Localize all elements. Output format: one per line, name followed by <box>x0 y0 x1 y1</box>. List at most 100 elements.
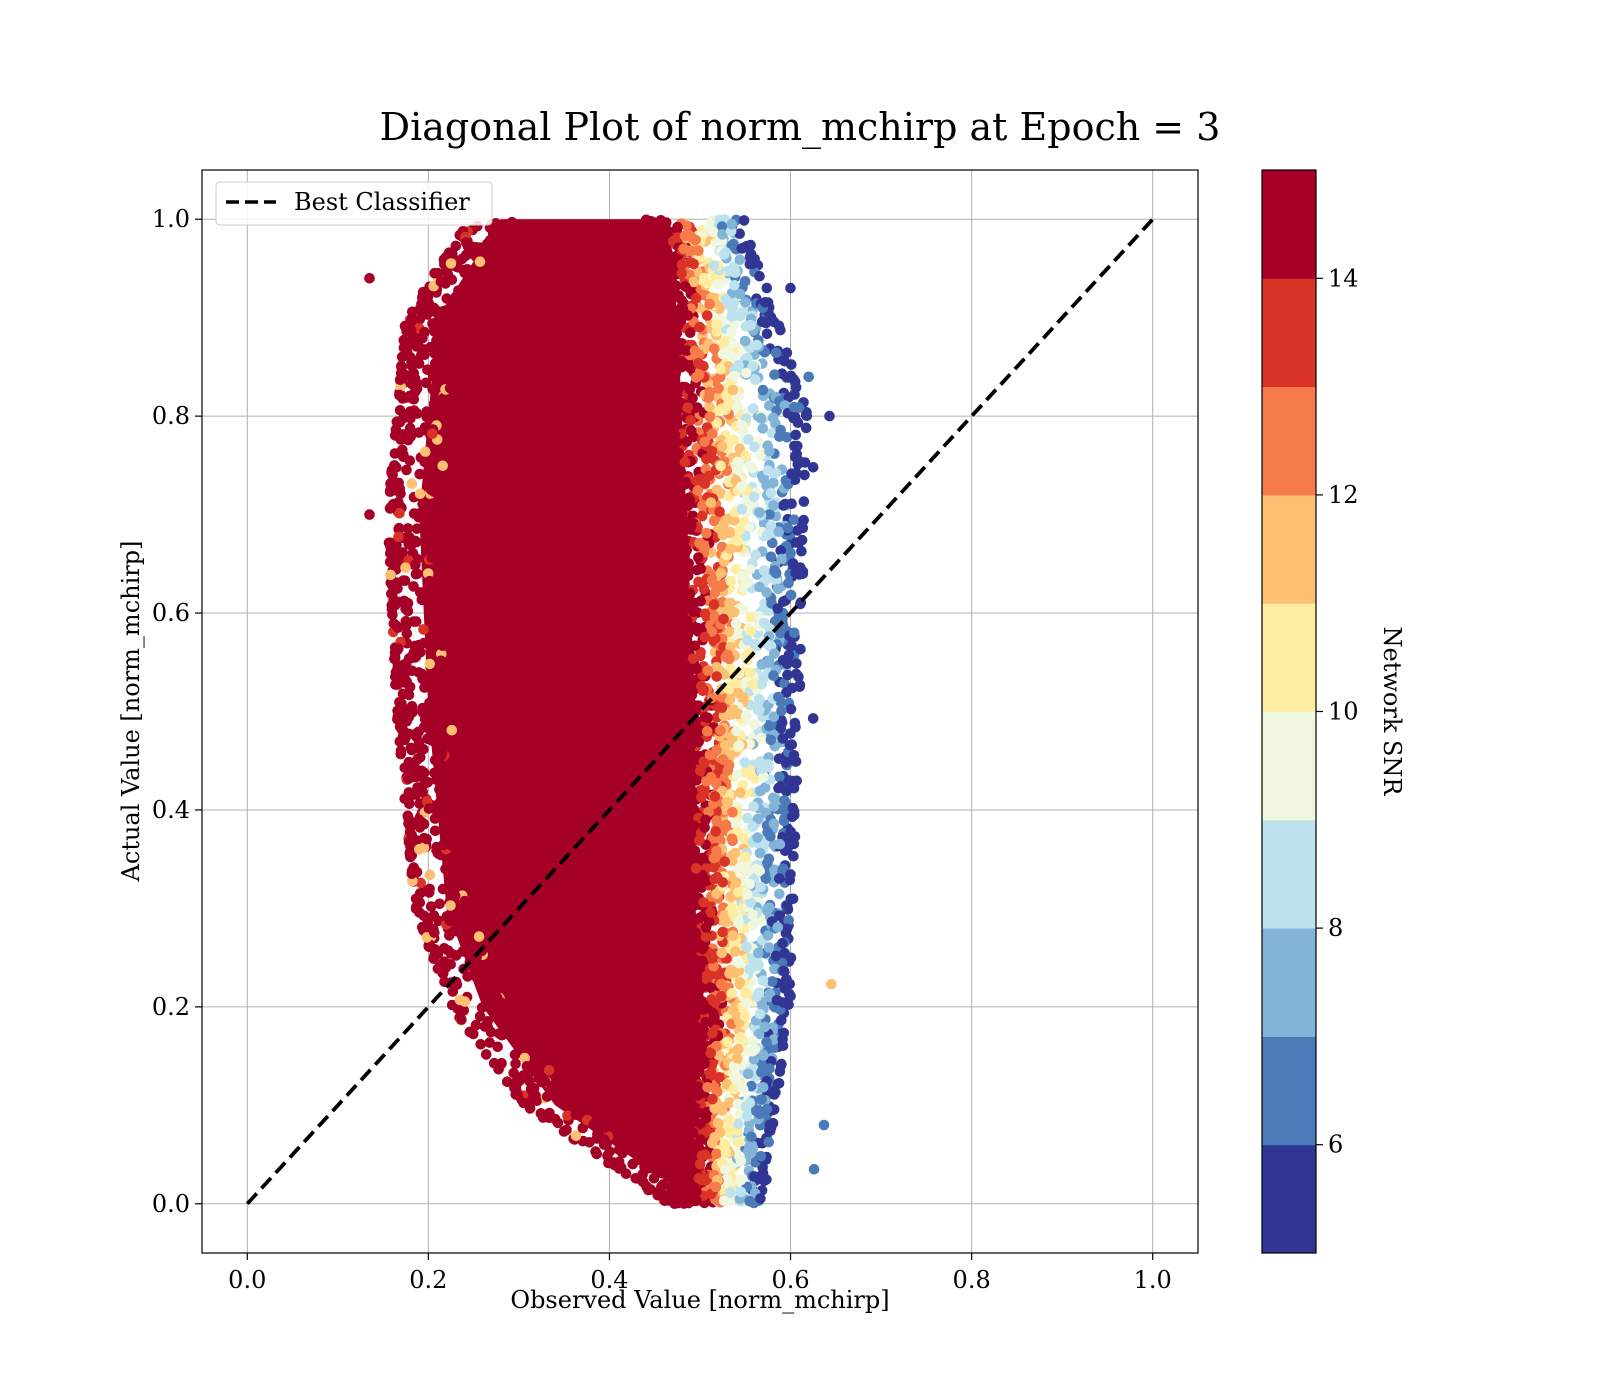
scatter-point <box>466 242 478 254</box>
scatter-point <box>387 480 399 492</box>
scatter-point <box>445 900 456 911</box>
scatter-point <box>751 1105 762 1117</box>
scatter-point <box>429 927 440 938</box>
scatter-point <box>742 634 753 646</box>
scatter-point <box>755 412 767 424</box>
colorbar-level <box>1262 1144 1316 1254</box>
scatter-point <box>695 595 706 607</box>
scatter-point <box>447 248 458 259</box>
scatter-point <box>693 736 704 747</box>
scatter-point <box>779 795 790 806</box>
scatter-point <box>436 489 448 501</box>
scatter-point <box>732 687 744 699</box>
colorbar-level <box>1262 278 1316 388</box>
scatter-point <box>694 537 705 549</box>
scatter-point <box>669 745 681 757</box>
colorbar-frame <box>1261 169 1317 1254</box>
scatter-point <box>734 977 745 988</box>
scatter-point <box>740 710 752 722</box>
scatter-point <box>778 965 790 977</box>
scatter-point <box>406 665 418 677</box>
scatter-point <box>694 321 705 333</box>
scatter-point <box>445 258 457 269</box>
scatter-point <box>702 665 714 676</box>
scatter-point <box>400 620 412 632</box>
scatter-point <box>747 1035 758 1046</box>
scatter-point <box>716 221 728 232</box>
scatter-point <box>796 534 808 546</box>
scatter-point <box>685 257 697 268</box>
scatter-point <box>799 457 811 468</box>
scatter-point <box>773 526 785 537</box>
scatter-point <box>711 319 722 331</box>
scatter-point <box>773 1078 785 1089</box>
scatter-point <box>735 1032 746 1043</box>
scatter-point <box>774 910 785 921</box>
scatter-point <box>455 822 466 834</box>
scatter-point <box>663 562 675 574</box>
scatter-point <box>773 782 784 794</box>
scatter-point <box>733 360 744 371</box>
scatter-point <box>795 643 806 655</box>
scatter-point <box>727 1004 739 1016</box>
scatter-point <box>746 1131 757 1143</box>
scatter-point <box>786 468 797 480</box>
colorbar-tick-label: 6 <box>1328 1131 1343 1159</box>
scatter-point <box>711 484 723 496</box>
scatter-point <box>460 250 471 262</box>
scatter-point <box>439 956 450 967</box>
scatter-point <box>685 622 696 634</box>
scatter-point <box>715 567 727 579</box>
scatter-point <box>393 643 404 654</box>
scatter-point <box>475 1039 487 1050</box>
scatter-point <box>788 850 799 862</box>
scatter-point <box>749 441 760 453</box>
scatter-point <box>743 434 754 445</box>
scatter-point <box>419 326 430 338</box>
scatter-point <box>415 877 427 889</box>
scatter-point <box>454 830 465 842</box>
scatter-point <box>444 305 456 317</box>
scatter-point <box>592 1129 603 1140</box>
scatter-point <box>480 1049 492 1060</box>
scatter-point <box>716 947 728 959</box>
scatter-point <box>792 525 803 536</box>
scatter-point <box>738 833 750 844</box>
scatter-point <box>762 857 773 869</box>
scatter-point <box>724 1097 735 1108</box>
scatter-point <box>405 412 416 424</box>
scatter-point <box>669 717 680 729</box>
scatter-point <box>707 428 718 440</box>
scatter-point <box>776 1058 787 1070</box>
scatter-point <box>781 432 793 443</box>
scatter-point <box>655 329 667 340</box>
scatter-point <box>414 488 426 500</box>
scatter-point <box>713 383 724 394</box>
scatter-point <box>750 863 762 875</box>
scatter-point <box>744 460 756 471</box>
scatter-point <box>775 424 786 436</box>
scatter-point <box>732 400 743 412</box>
scatter-point <box>393 522 405 534</box>
scatter-point <box>761 904 773 916</box>
scatter-point <box>616 1132 627 1143</box>
scatter-point <box>747 678 758 690</box>
scatter-point <box>708 515 720 527</box>
scatter-point <box>615 1162 627 1173</box>
scatter-point <box>442 945 454 956</box>
scatter-point <box>684 327 696 339</box>
scatter-point <box>750 549 762 561</box>
scatter-point <box>425 901 437 912</box>
scatter-point <box>577 1122 589 1134</box>
scatter-point <box>484 235 496 246</box>
scatter-point <box>672 1051 684 1062</box>
scatter-point <box>744 252 756 263</box>
scatter-point <box>684 1139 696 1151</box>
scatter-point <box>740 767 751 778</box>
scatter-point <box>419 713 431 725</box>
scatter-point <box>734 524 745 536</box>
scatter-point <box>656 454 667 466</box>
scatter-point <box>403 689 415 701</box>
scatter-point <box>637 1168 648 1180</box>
scatter-point <box>397 547 409 558</box>
